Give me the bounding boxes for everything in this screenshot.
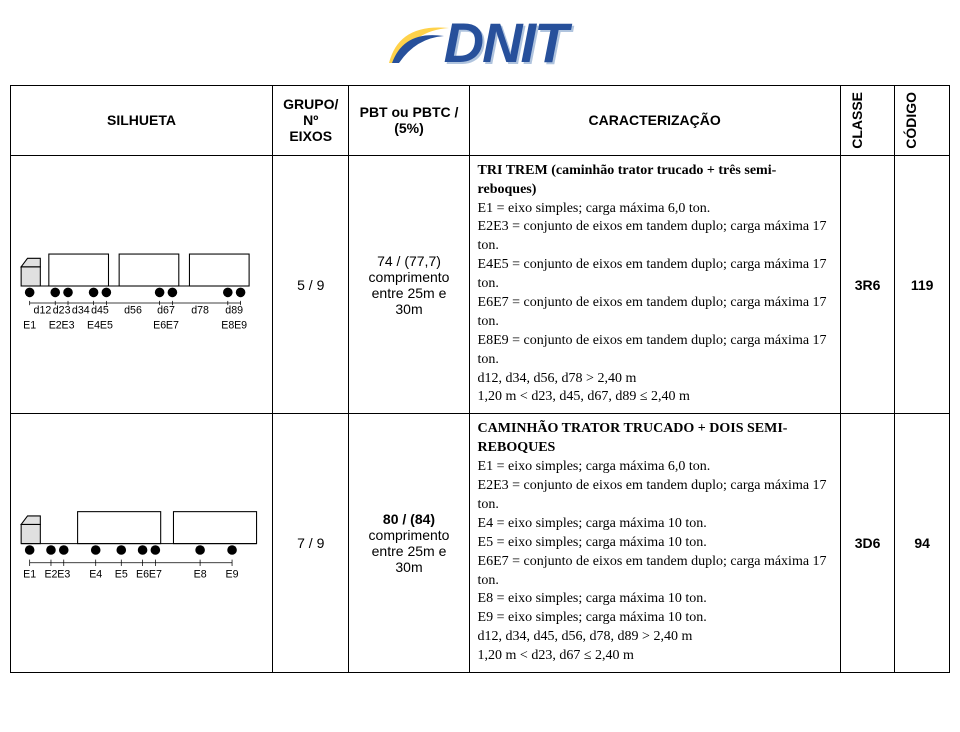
col-header-pbt: PBT ou PBTC / (5%) xyxy=(349,86,469,156)
carac-line: E4 = eixo simples; carga máxima 10 ton. xyxy=(478,516,707,531)
pbt-main: 74 / (77,7) xyxy=(377,253,441,269)
svg-text:d12: d12 xyxy=(34,304,52,316)
carac-line: d12, d34, d56, d78 > 2,40 m xyxy=(478,371,637,386)
carac-line: E9 = eixo simples; carga máxima 10 ton. xyxy=(478,610,707,625)
svg-text:E9: E9 xyxy=(226,568,239,580)
carac-line: E1 = eixo simples; carga máxima 6,0 ton. xyxy=(478,459,711,474)
carac-line: 1,20 m < d23, d67 ≤ 2,40 m xyxy=(478,648,634,663)
pbt-main: 80 / (84) xyxy=(383,511,435,527)
table-row: d12 d23 d34 d45 d56 d67 d78 d89 E1 E2 E3 xyxy=(11,155,950,414)
truck-diagram-dois-semi: E1 E2 E3 E4 E5 E6 E7 E8 E9 xyxy=(19,501,264,586)
truck-diagram-tri-trem: d12 d23 d34 d45 d56 d67 d78 d89 E1 E2 E3 xyxy=(19,237,264,333)
vehicle-class-table: SILHUETA GRUPO/ Nº EIXOS PBT ou PBTC / (… xyxy=(10,85,950,673)
carac-title: CAMINHÃO TRATOR TRUCADO + DOIS SEMI-REBO… xyxy=(478,421,788,455)
col-header-codigo: CÓDIGO xyxy=(895,86,950,156)
grupo-cell: 5 / 9 xyxy=(273,155,349,414)
carac-line: E8 = eixo simples; carga máxima 10 ton. xyxy=(478,591,707,606)
carac-line: E6E7 = conjunto de eixos em tandem duplo… xyxy=(478,295,827,329)
svg-text:E7: E7 xyxy=(149,568,162,580)
svg-text:E1: E1 xyxy=(23,568,36,580)
svg-text:d45: d45 xyxy=(91,304,109,316)
pbt-sub: comprimento entre 25m e 30m xyxy=(369,527,450,575)
col-header-silhueta: SILHUETA xyxy=(11,86,273,156)
carac-line: E5 = eixo simples; carga máxima 10 ton. xyxy=(478,535,707,550)
svg-text:E5: E5 xyxy=(115,568,128,580)
svg-text:d23: d23 xyxy=(53,304,71,316)
col-header-carac: CARACTERIZAÇÃO xyxy=(469,86,840,156)
carac-line: E8E9 = conjunto de eixos em tandem duplo… xyxy=(478,333,827,367)
codigo-cell: 119 xyxy=(895,155,950,414)
carac-line: E4E5 = conjunto de eixos em tandem duplo… xyxy=(478,257,827,291)
pbt-sub: comprimento entre 25m e 30m xyxy=(369,269,450,317)
svg-text:E4: E4 xyxy=(87,319,100,331)
svg-text:E5: E5 xyxy=(100,319,113,331)
svg-text:E2: E2 xyxy=(49,319,62,331)
svg-text:E6: E6 xyxy=(153,319,166,331)
silhouette-cell: d12 d23 d34 d45 d56 d67 d78 d89 E1 E2 E3 xyxy=(11,155,273,414)
svg-text:E7: E7 xyxy=(166,319,179,331)
svg-text:E3: E3 xyxy=(62,319,75,331)
svg-text:E4: E4 xyxy=(89,568,102,580)
carac-line: E2E3 = conjunto de eixos em tandem duplo… xyxy=(478,478,827,512)
header-row: SILHUETA GRUPO/ Nº EIXOS PBT ou PBTC / (… xyxy=(11,86,950,156)
carac-cell: TRI TREM (caminhão trator trucado + três… xyxy=(469,155,840,414)
svg-text:d89: d89 xyxy=(225,304,243,316)
svg-text:E8: E8 xyxy=(194,568,207,580)
pbt-cell: 80 / (84) comprimento entre 25m e 30m xyxy=(349,414,469,673)
dnit-logo: DNIT xyxy=(394,10,567,75)
logo-text: DNIT xyxy=(444,11,567,74)
col-header-grupo: GRUPO/ Nº EIXOS xyxy=(273,86,349,156)
carac-line: 1,20 m < d23, d45, d67, d89 ≤ 2,40 m xyxy=(478,389,690,404)
logo-row: DNIT xyxy=(10,10,950,75)
svg-text:E8: E8 xyxy=(221,319,234,331)
pbt-cell: 74 / (77,7) comprimento entre 25m e 30m xyxy=(349,155,469,414)
carac-cell: CAMINHÃO TRATOR TRUCADO + DOIS SEMI-REBO… xyxy=(469,414,840,673)
carac-line: E6E7 = conjunto de eixos em tandem duplo… xyxy=(478,554,827,588)
carac-line: d12, d34, d45, d56, d78, d89 > 2,40 m xyxy=(478,629,693,644)
svg-text:d78: d78 xyxy=(191,304,209,316)
classe-cell: 3R6 xyxy=(840,155,895,414)
codigo-cell: 94 xyxy=(895,414,950,673)
svg-text:E1: E1 xyxy=(23,319,36,331)
carac-line: E2E3 = conjunto de eixos em tandem duplo… xyxy=(478,219,827,253)
classe-cell: 3D6 xyxy=(840,414,895,673)
svg-text:d67: d67 xyxy=(157,304,175,316)
carac-title: TRI TREM (caminhão trator trucado + três… xyxy=(478,163,777,197)
table-row: E1 E2 E3 E4 E5 E6 E7 E8 E9 7 / 9 80 / (8… xyxy=(11,414,950,673)
logo-swoosh-icon xyxy=(384,18,454,68)
svg-text:E2: E2 xyxy=(44,568,57,580)
col-header-classe: CLASSE xyxy=(840,86,895,156)
silhouette-cell: E1 E2 E3 E4 E5 E6 E7 E8 E9 xyxy=(11,414,273,673)
svg-text:E6: E6 xyxy=(136,568,149,580)
svg-text:E9: E9 xyxy=(234,319,247,331)
svg-text:d34: d34 xyxy=(72,304,90,316)
svg-text:d56: d56 xyxy=(124,304,142,316)
grupo-cell: 7 / 9 xyxy=(273,414,349,673)
carac-line: E1 = eixo simples; carga máxima 6,0 ton. xyxy=(478,201,711,216)
svg-text:E3: E3 xyxy=(57,568,70,580)
